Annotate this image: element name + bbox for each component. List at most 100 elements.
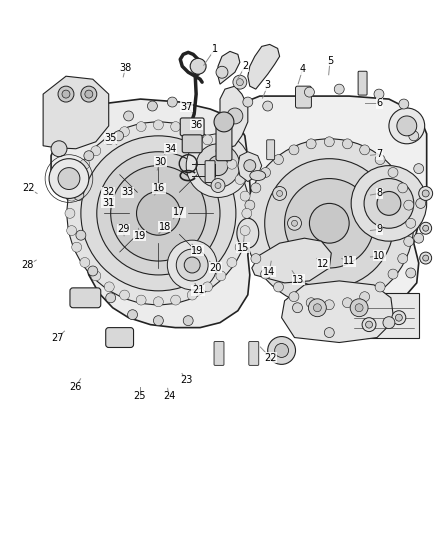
Circle shape [324,300,334,310]
Polygon shape [248,44,279,89]
Circle shape [263,101,273,111]
Text: 9: 9 [376,224,382,235]
Circle shape [49,159,89,198]
Circle shape [273,282,283,292]
Text: 6: 6 [376,99,382,108]
Circle shape [243,219,253,228]
Circle shape [74,190,84,200]
Text: 1: 1 [212,44,218,54]
Circle shape [136,295,146,305]
FancyBboxPatch shape [296,86,311,108]
Circle shape [360,292,370,302]
Circle shape [362,318,376,332]
Circle shape [423,255,429,261]
Text: 10: 10 [373,251,385,261]
Circle shape [233,75,247,89]
Circle shape [383,317,395,329]
Circle shape [309,204,349,243]
Circle shape [245,200,255,210]
FancyBboxPatch shape [180,118,204,136]
Circle shape [72,174,81,184]
Circle shape [202,135,212,145]
Circle shape [314,304,321,312]
Polygon shape [230,96,427,308]
Circle shape [104,282,114,292]
Text: 22: 22 [264,353,277,362]
Circle shape [91,146,101,156]
Circle shape [324,328,334,337]
Circle shape [406,268,416,278]
Circle shape [153,120,163,130]
Circle shape [72,242,81,252]
Circle shape [67,122,250,305]
Circle shape [187,290,197,300]
Circle shape [419,187,433,200]
Circle shape [62,90,70,98]
Text: 16: 16 [153,183,165,193]
FancyBboxPatch shape [267,140,275,160]
Circle shape [186,134,250,197]
Ellipse shape [237,219,259,248]
Text: 20: 20 [209,263,222,272]
Circle shape [242,208,252,219]
Circle shape [265,159,394,288]
Circle shape [244,160,256,172]
Circle shape [397,116,417,136]
Circle shape [292,220,297,226]
Circle shape [422,190,429,197]
Circle shape [261,269,271,279]
Circle shape [67,191,77,201]
Circle shape [414,164,424,174]
Circle shape [85,90,93,98]
Circle shape [80,159,90,169]
Circle shape [81,136,236,291]
Circle shape [81,86,97,102]
Text: 24: 24 [163,391,175,401]
Polygon shape [252,238,331,283]
Text: 33: 33 [121,188,134,197]
Text: 17: 17 [173,207,185,217]
Circle shape [227,257,237,268]
Circle shape [334,84,344,94]
Circle shape [124,111,134,121]
Circle shape [343,139,353,149]
Circle shape [80,257,90,268]
Circle shape [58,86,74,102]
Circle shape [404,200,414,210]
Circle shape [293,303,303,313]
Circle shape [420,222,431,234]
Text: 11: 11 [343,256,356,266]
Text: 31: 31 [102,198,114,208]
Circle shape [277,190,283,197]
Circle shape [216,66,228,78]
Circle shape [423,225,429,231]
Circle shape [214,112,234,132]
Circle shape [398,183,408,193]
Circle shape [91,271,101,281]
Circle shape [167,97,177,107]
Circle shape [377,191,401,215]
Circle shape [58,168,80,190]
Circle shape [374,89,384,99]
Polygon shape [51,99,252,328]
Circle shape [288,216,301,230]
Circle shape [196,144,240,188]
Circle shape [375,282,385,292]
Text: 4: 4 [300,64,306,75]
Circle shape [88,266,98,276]
Circle shape [304,87,314,97]
Circle shape [243,97,253,107]
Text: 26: 26 [69,382,81,392]
Circle shape [366,321,373,328]
FancyBboxPatch shape [358,71,367,95]
Text: 5: 5 [327,56,333,66]
Circle shape [388,269,398,279]
Circle shape [275,343,289,358]
Circle shape [245,139,414,308]
Circle shape [306,139,316,149]
Text: 15: 15 [237,243,249,253]
Circle shape [268,336,296,365]
Text: 25: 25 [134,391,146,401]
Text: 22: 22 [22,183,35,193]
Text: 38: 38 [119,63,131,73]
